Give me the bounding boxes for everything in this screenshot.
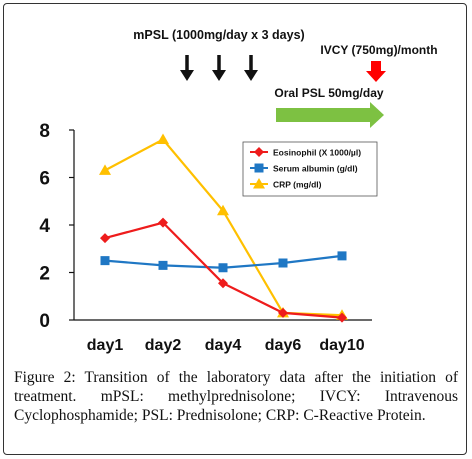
- data-point: [100, 233, 110, 244]
- ivcy-arrow-icon: [366, 61, 386, 82]
- data-point: [217, 204, 229, 216]
- x-tick-label: day1: [87, 337, 124, 354]
- x-tick-label: day6: [265, 337, 302, 354]
- x-tick-label: day4: [205, 337, 242, 354]
- mpsl-annotation: mPSL (1000mg/day x 3 days): [133, 28, 304, 42]
- x-tick-label: day2: [145, 337, 182, 354]
- caption-text: Transition of the laboratory data after …: [14, 369, 458, 424]
- data-point: [218, 263, 228, 273]
- legend-label: Eosinophil (X 1000/µl): [273, 148, 361, 158]
- legend-label: Serum albumin (g/dl): [273, 164, 358, 174]
- series-0: [100, 217, 347, 323]
- caption-label: Figure 2:: [14, 369, 76, 386]
- legend-marker: [254, 163, 264, 173]
- data-point: [337, 312, 347, 323]
- y-tick-label: 6: [39, 169, 50, 190]
- legend-marker: [254, 147, 264, 157]
- legend-marker: [253, 178, 265, 189]
- mpsl-arrow-1-icon: [180, 55, 194, 81]
- oral-psl-annotation: Oral PSL 50mg/day: [274, 86, 383, 100]
- mpsl-arrows: [180, 55, 258, 81]
- mpsl-arrow-2-icon: [212, 55, 226, 81]
- data-point: [278, 307, 288, 318]
- series-1: [100, 251, 347, 273]
- data-point: [218, 278, 228, 289]
- y-tick-label: 2: [39, 264, 50, 285]
- data-point: [337, 251, 347, 261]
- data-point: [158, 217, 168, 228]
- x-tick-labels: day1 day2 day4 day6 day10: [87, 337, 365, 354]
- mpsl-arrow-3-icon: [244, 55, 258, 81]
- y-tick-label: 0: [39, 311, 50, 332]
- legend-label: CRP (mg/dl): [273, 180, 322, 190]
- figure-frame: [3, 3, 467, 455]
- oral-psl-arrow-icon: [276, 102, 384, 128]
- x-tick-label: day10: [319, 337, 364, 354]
- data-point: [100, 256, 110, 266]
- y-tick-labels: 0 2 4 6 8: [39, 121, 74, 332]
- series-layer: [99, 133, 348, 323]
- data-point: [157, 133, 169, 144]
- y-tick-label: 4: [39, 216, 50, 237]
- ivcy-annotation: IVCY (750mg)/month: [320, 43, 437, 57]
- figure-caption: Figure 2: Transition of the laboratory d…: [14, 368, 458, 425]
- y-tick-label: 8: [39, 121, 50, 142]
- legend: Eosinophil (X 1000/µl) Serum albumin (g/d…: [242, 141, 378, 197]
- data-point: [158, 260, 168, 270]
- data-point: [278, 258, 288, 268]
- data-point: [99, 164, 111, 175]
